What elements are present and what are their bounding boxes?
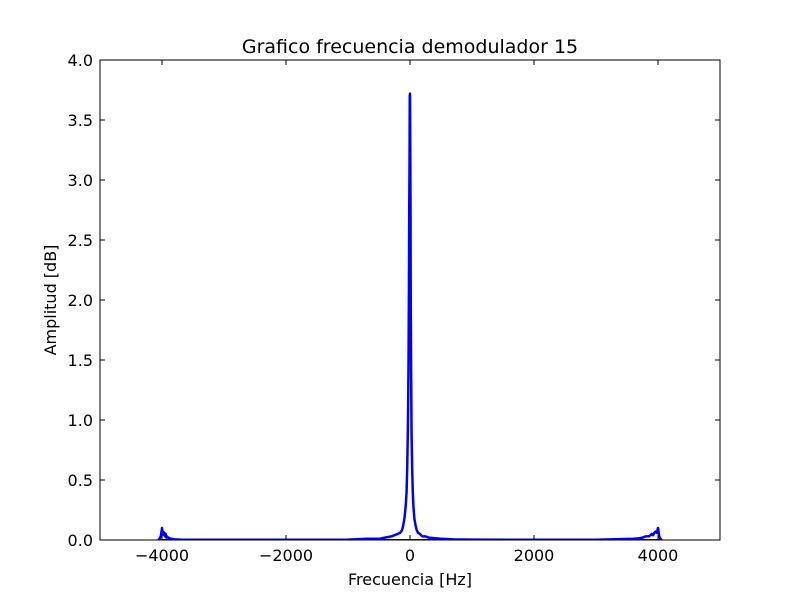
y-tick-label: 1.0	[68, 411, 93, 430]
y-tick-label: 3.0	[68, 171, 93, 190]
y-tick-label: 0.0	[68, 531, 93, 550]
y-tick-label: 3.5	[68, 111, 93, 130]
x-tick-label: −4000	[135, 546, 189, 565]
y-tick-label: 2.5	[68, 231, 93, 250]
y-axis-label: Amplitud [dB]	[41, 245, 60, 356]
x-tick-label: 0	[405, 546, 415, 565]
chart-title: Grafico frecuencia demodulador 15	[242, 36, 578, 58]
y-tick-label: 1.5	[68, 351, 93, 370]
x-tick-label: −2000	[259, 546, 313, 565]
series-line-0	[157, 92, 663, 540]
y-tick-label: 2.0	[68, 291, 93, 310]
x-tick-label: 4000	[638, 546, 679, 565]
x-tick-label: 2000	[514, 546, 555, 565]
axes: −4000 −2000 0 2000 4000 0.0 0.5 1.0 1.5 2.0 2.5 3.0…	[68, 51, 721, 565]
x-axis-label: Frecuencia [Hz]	[348, 570, 472, 589]
y-tick-label: 0.5	[68, 471, 93, 490]
y-tick-label: 4.0	[68, 51, 93, 70]
